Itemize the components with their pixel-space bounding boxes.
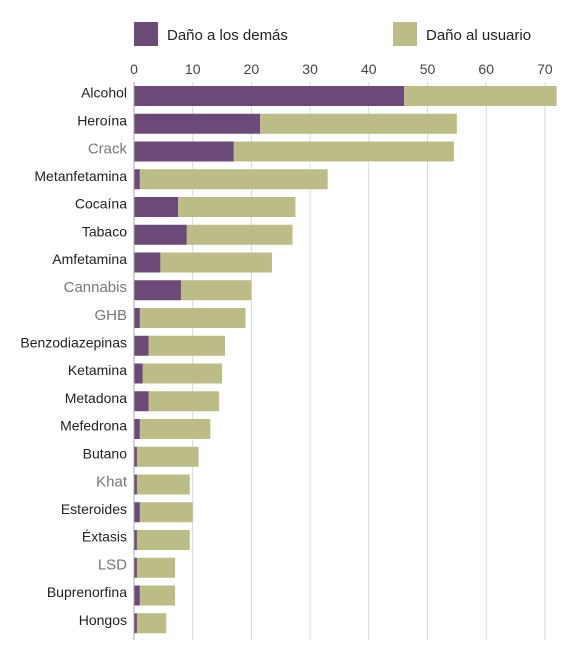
bar-user-5 (186, 224, 293, 245)
x-tick-label: 10 (185, 61, 201, 77)
bar-user-17 (136, 557, 176, 578)
bar-user-2 (233, 141, 454, 162)
category-label: Hongos (79, 612, 127, 628)
axis-layer: 0 10 20 30 40 50 60 70 Alcohol Heroína Crack Metanf… (20, 61, 553, 640)
bar-user-1 (260, 113, 457, 134)
bar-others-17 (134, 557, 137, 578)
legend-swatch-user (393, 22, 417, 46)
bar-user-13 (136, 446, 199, 467)
bar-others-12 (134, 419, 140, 439)
grid-layer (133, 82, 546, 640)
category-label: LSD (98, 557, 127, 574)
bar-others-5 (134, 224, 187, 245)
category-label: Benzodiazepinas (20, 334, 127, 350)
bar-user-3 (139, 169, 328, 190)
x-tick-label: 0 (130, 61, 138, 77)
bar-others-6 (134, 252, 161, 273)
bar-user-19 (136, 613, 167, 634)
bar-user-10 (142, 363, 223, 384)
category-label: Mefedrona (60, 418, 127, 434)
category-label: Tabaco (82, 223, 127, 239)
category-label: Ketamina (68, 362, 127, 378)
category-label: Heroína (77, 112, 127, 128)
bar-others-13 (134, 446, 137, 467)
bar-others-7 (134, 280, 181, 301)
category-label: Metadona (65, 390, 127, 406)
bar-user-4 (178, 197, 296, 217)
category-label: GHB (94, 307, 127, 324)
x-tick-label: 40 (361, 61, 377, 77)
bar-user-8 (139, 308, 246, 328)
category-label: Butano (83, 445, 128, 461)
bar-others-14 (134, 474, 137, 495)
bar-user-15 (139, 502, 193, 523)
bar-others-0 (134, 86, 405, 106)
bar-others-19 (134, 613, 137, 634)
bar-user-6 (160, 252, 272, 273)
bar-layer (134, 86, 557, 634)
bar-user-18 (139, 585, 176, 606)
category-label: Cocaína (75, 196, 127, 212)
legend-swatch-others (134, 22, 158, 46)
bar-user-12 (139, 419, 211, 439)
legend-label-user: Daño al usuario (426, 27, 531, 44)
bar-user-14 (136, 474, 190, 495)
bar-others-2 (134, 141, 234, 162)
bar-others-18 (134, 585, 140, 606)
x-tick-label: 70 (537, 61, 553, 77)
category-label: Metanfetamina (34, 168, 127, 184)
category-label: Alcohol (81, 85, 127, 101)
bar-others-4 (134, 197, 179, 217)
bar-user-9 (148, 335, 225, 356)
bar-user-16 (136, 530, 190, 550)
x-tick-label: 20 (244, 61, 260, 77)
bar-others-11 (134, 391, 149, 412)
bar-others-16 (134, 530, 137, 550)
x-tick-label: 30 (302, 61, 318, 77)
category-label: Cannabis (64, 279, 127, 296)
bar-user-0 (404, 86, 557, 106)
legend-label-others: Daño a los demás (167, 27, 288, 44)
x-tick-label: 60 (478, 61, 494, 77)
category-label: Khat (96, 473, 128, 490)
category-label: Buprenorfina (47, 584, 127, 600)
bar-others-3 (134, 169, 140, 190)
category-label: Amfetamina (52, 251, 127, 267)
bar-others-8 (134, 308, 140, 328)
x-tick-label: 50 (420, 61, 436, 77)
bar-user-7 (180, 280, 252, 301)
category-label: Esteroides (61, 501, 127, 517)
category-label: Crack (88, 140, 128, 157)
category-label: Éxtasis (82, 529, 127, 545)
bar-others-15 (134, 502, 140, 523)
bar-others-10 (134, 363, 143, 384)
legend: Daño a los demás Daño al usuario (134, 22, 531, 46)
bar-others-9 (134, 335, 149, 356)
bar-others-1 (134, 113, 261, 134)
bar-user-11 (148, 391, 220, 412)
